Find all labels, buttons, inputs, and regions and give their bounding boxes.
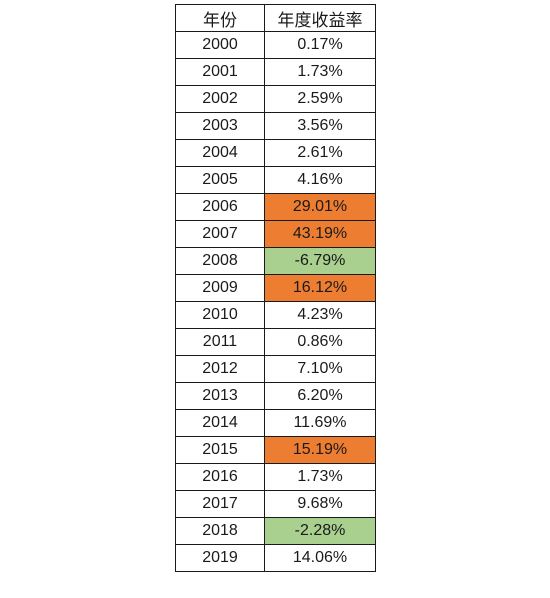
year-cell: 2016 <box>175 463 265 491</box>
annual-return-cell: 7.10% <box>264 355 376 383</box>
table-row: 2006 29.01% <box>175 193 376 221</box>
annual-return-cell: 3.56% <box>264 112 376 140</box>
table-row: 2009 16.12% <box>175 274 376 302</box>
annual-return-cell: 2.61% <box>264 139 376 167</box>
header-row: 年份 年度收益率 <box>175 4 376 32</box>
annual-return-cell: 15.19% <box>264 436 376 464</box>
year-cell: 2003 <box>175 112 265 140</box>
table-row: 2002 2.59% <box>175 85 376 113</box>
year-cell: 2007 <box>175 220 265 248</box>
table-body: 2000 0.17% 2001 1.73% 2002 2.59% 2003 3.56% 2004… <box>175 31 376 572</box>
annual-return-cell: 6.20% <box>264 382 376 410</box>
annual-return-cell: 1.73% <box>264 58 376 86</box>
table-row: 2018 -2.28% <box>175 517 376 545</box>
year-cell: 2002 <box>175 85 265 113</box>
table-row: 2005 4.16% <box>175 166 376 194</box>
year-cell: 2001 <box>175 58 265 86</box>
annual-return-cell: -2.28% <box>264 517 376 545</box>
year-cell: 2005 <box>175 166 265 194</box>
year-cell: 2008 <box>175 247 265 275</box>
table-row: 2019 14.06% <box>175 544 376 572</box>
annual-return-table-container: 年份 年度收益率 2000 0.17% 2001 1.73% 2002 2.59% 2003… <box>175 4 376 572</box>
table-row: 2001 1.73% <box>175 58 376 86</box>
year-cell: 2012 <box>175 355 265 383</box>
header-annual-return: 年度收益率 <box>264 4 376 32</box>
annual-return-cell: 43.19% <box>264 220 376 248</box>
header-year: 年份 <box>175 4 265 32</box>
table-row: 2010 4.23% <box>175 301 376 329</box>
annual-return-cell: 29.01% <box>264 193 376 221</box>
year-cell: 2010 <box>175 301 265 329</box>
table-header: 年份 年度收益率 <box>175 4 376 32</box>
table-row: 2011 0.86% <box>175 328 376 356</box>
table-row: 2013 6.20% <box>175 382 376 410</box>
annual-return-cell: 11.69% <box>264 409 376 437</box>
year-cell: 2017 <box>175 490 265 518</box>
annual-return-cell: 16.12% <box>264 274 376 302</box>
year-cell: 2018 <box>175 517 265 545</box>
annual-return-cell: 0.86% <box>264 328 376 356</box>
table-row: 2007 43.19% <box>175 220 376 248</box>
year-cell: 2000 <box>175 31 265 59</box>
annual-return-cell: 1.73% <box>264 463 376 491</box>
year-cell: 2006 <box>175 193 265 221</box>
table-row: 2016 1.73% <box>175 463 376 491</box>
table-row: 2000 0.17% <box>175 31 376 59</box>
table-row: 2008 -6.79% <box>175 247 376 275</box>
table-row: 2015 15.19% <box>175 436 376 464</box>
annual-return-cell: 14.06% <box>264 544 376 572</box>
year-cell: 2011 <box>175 328 265 356</box>
year-cell: 2014 <box>175 409 265 437</box>
annual-return-table: 年份 年度收益率 2000 0.17% 2001 1.73% 2002 2.59% 2003… <box>175 4 376 572</box>
year-cell: 2004 <box>175 139 265 167</box>
annual-return-cell: 4.16% <box>264 166 376 194</box>
year-cell: 2019 <box>175 544 265 572</box>
table-row: 2017 9.68% <box>175 490 376 518</box>
annual-return-cell: -6.79% <box>264 247 376 275</box>
year-cell: 2009 <box>175 274 265 302</box>
table-row: 2012 7.10% <box>175 355 376 383</box>
table-row: 2014 11.69% <box>175 409 376 437</box>
table-row: 2004 2.61% <box>175 139 376 167</box>
annual-return-cell: 2.59% <box>264 85 376 113</box>
year-cell: 2015 <box>175 436 265 464</box>
annual-return-cell: 9.68% <box>264 490 376 518</box>
annual-return-cell: 0.17% <box>264 31 376 59</box>
year-cell: 2013 <box>175 382 265 410</box>
annual-return-cell: 4.23% <box>264 301 376 329</box>
table-row: 2003 3.56% <box>175 112 376 140</box>
